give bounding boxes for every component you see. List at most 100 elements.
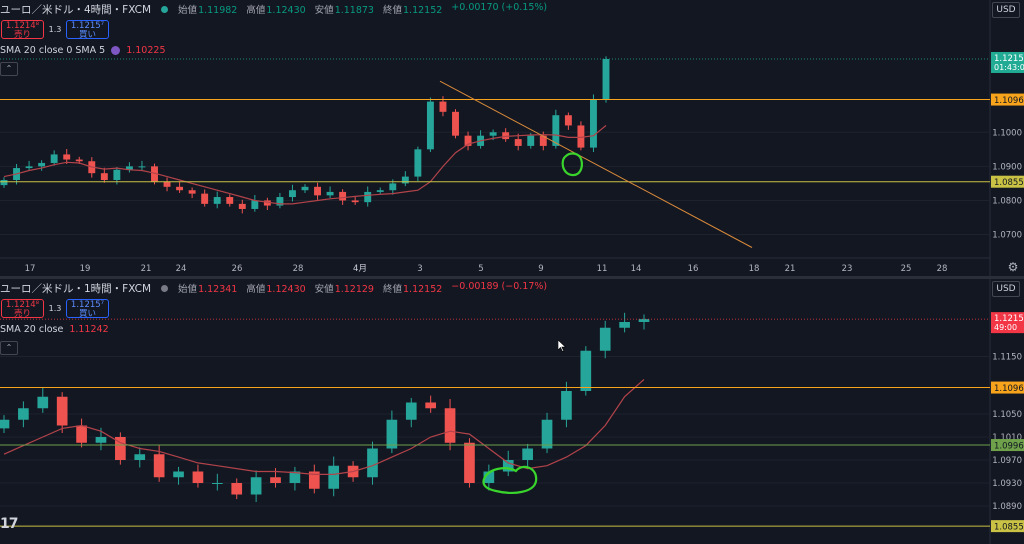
candle-body	[188, 190, 196, 194]
candle-body	[176, 186, 184, 191]
close-value: 1.12152	[403, 284, 443, 295]
ohlc-values: 始値1.11982 高値1.12430 安値1.11873 終値1.12152 …	[178, 2, 547, 16]
sell-button[interactable]: 1.1214⁸ 売り	[1, 299, 44, 319]
sell-button[interactable]: 1.1214⁸ 売り	[1, 20, 44, 40]
price-tick-label: 1.0930	[992, 479, 1022, 489]
last-price-tag	[991, 312, 1024, 334]
candle-body	[173, 471, 184, 478]
close-label: 終値	[382, 284, 402, 295]
indicator-value: 1.10225	[126, 45, 166, 56]
candle-body	[638, 319, 650, 322]
open-label: 始値	[178, 5, 198, 16]
low-label: 安値	[314, 284, 334, 295]
time-tick-label: 28	[937, 264, 948, 274]
candle-body	[76, 425, 87, 443]
market-status-icon	[161, 284, 169, 292]
chart-canvas-1h[interactable]: 1.1150 1.1050 1.1010 1.0970 1.0930 1.0890 1.10…	[0, 279, 1024, 544]
candle-body	[514, 139, 522, 146]
candle-body	[153, 454, 165, 478]
candle-body	[364, 191, 372, 203]
candle-body	[389, 183, 397, 191]
candle-body	[100, 173, 108, 180]
candle-body	[63, 154, 71, 160]
level-price-tag	[991, 175, 1024, 188]
open-value: 1.11982	[198, 5, 238, 16]
time-tick-label: 26	[232, 264, 243, 274]
price-tick-label: 1.1150	[992, 353, 1022, 363]
candle-body	[308, 471, 320, 489]
low-label: 安値	[314, 5, 334, 16]
candle-body	[444, 408, 456, 443]
time-tick-label: 17	[25, 264, 36, 274]
indicator-value: 1.11242	[69, 324, 109, 335]
time-tick-label: 3	[417, 264, 422, 274]
candle-body	[75, 159, 83, 162]
indicator-legend-1h[interactable]: SMA 20 close 1.11242	[0, 324, 109, 335]
candle-body	[426, 101, 434, 150]
collapse-legend-button[interactable]: ⌃	[0, 341, 18, 355]
spread-value: 1.3	[48, 304, 62, 313]
candle-body	[425, 402, 436, 409]
spread-value: 1.3	[48, 25, 62, 34]
pane-divider[interactable]	[0, 276, 1024, 279]
candle-body	[522, 448, 533, 460]
candle-body	[213, 197, 221, 204]
candle-body	[452, 111, 459, 136]
buy-button[interactable]: 1.1215⁷ 買い	[66, 299, 109, 319]
indicator-name: SMA 20 close	[0, 324, 64, 335]
buy-button[interactable]: 1.1215⁷ 買い	[66, 20, 109, 40]
candle-body	[464, 135, 472, 146]
tradingview-logo[interactable]: 17	[0, 516, 19, 532]
bar-countdown-label: 49:00	[994, 323, 1017, 332]
open-label: 始値	[178, 284, 198, 295]
candle-body	[539, 135, 547, 146]
high-label: 高値	[246, 284, 266, 295]
candle-body	[134, 454, 146, 460]
candle-body	[125, 166, 133, 170]
high-label: 高値	[246, 5, 266, 16]
candle-body	[251, 200, 259, 209]
candle-body	[138, 166, 146, 168]
gear-icon[interactable]: ⚙	[1007, 260, 1019, 274]
candle-body	[192, 471, 204, 483]
symbol-title[interactable]: ユーロ／米ドル・4時間・FXCM	[0, 3, 152, 16]
bar-countdown-label: 01:43:0	[994, 63, 1024, 72]
buy-label: 買い	[78, 309, 96, 319]
trend-line	[439, 80, 753, 248]
chart-pane-4h[interactable]: 1.1000 1.0900 1.0800 1.0700 1.1096 1.0855 1.12…	[0, 0, 1024, 276]
close-label: 終値	[382, 5, 402, 16]
candle-body	[367, 448, 378, 478]
candle-body	[301, 186, 309, 191]
symbol-title[interactable]: ユーロ／米ドル・1時間・FXCM	[0, 282, 152, 295]
candle-body	[590, 99, 597, 148]
chart-canvas-4h[interactable]: 1.1000 1.0900 1.0800 1.0700 1.1096 1.0855 1.12…	[0, 0, 1024, 276]
currency-button[interactable]: USD	[992, 2, 1020, 18]
sell-label: 売り	[13, 30, 31, 40]
candle-body	[37, 396, 49, 409]
candle-body	[599, 327, 611, 351]
candle-body	[619, 322, 630, 328]
low-value: 1.11873	[334, 5, 374, 16]
time-tick-label: 4月	[353, 264, 367, 274]
candle-body	[238, 203, 246, 209]
last-price-label: 1.1215	[994, 314, 1024, 324]
high-value: 1.12430	[266, 5, 306, 16]
change-value: +0.00170 (+0.15%)	[451, 2, 548, 13]
market-open-icon	[161, 5, 169, 13]
chart-pane-1h[interactable]: 1.1150 1.1050 1.1010 1.0970 1.0930 1.0890 1.10…	[0, 279, 1024, 544]
candle-body	[527, 135, 535, 146]
buy-label: 買い	[78, 30, 96, 40]
collapse-legend-button[interactable]: ⌃	[0, 62, 18, 76]
sma-line	[3, 125, 607, 205]
candle-body	[541, 419, 553, 449]
time-tick-label: 21	[785, 264, 796, 274]
candle-body	[414, 149, 422, 177]
indicator-settings-icon[interactable]	[111, 46, 121, 55]
candle-body	[276, 197, 284, 206]
candle-body	[552, 115, 560, 146]
candle-body	[201, 193, 209, 204]
buy-price: 1.1215⁷	[70, 21, 105, 31]
indicator-legend-4h[interactable]: SMA 20 close 0 SMA 5 1.10225	[0, 45, 166, 56]
candle-body	[231, 483, 243, 495]
currency-button[interactable]: USD	[992, 281, 1020, 297]
